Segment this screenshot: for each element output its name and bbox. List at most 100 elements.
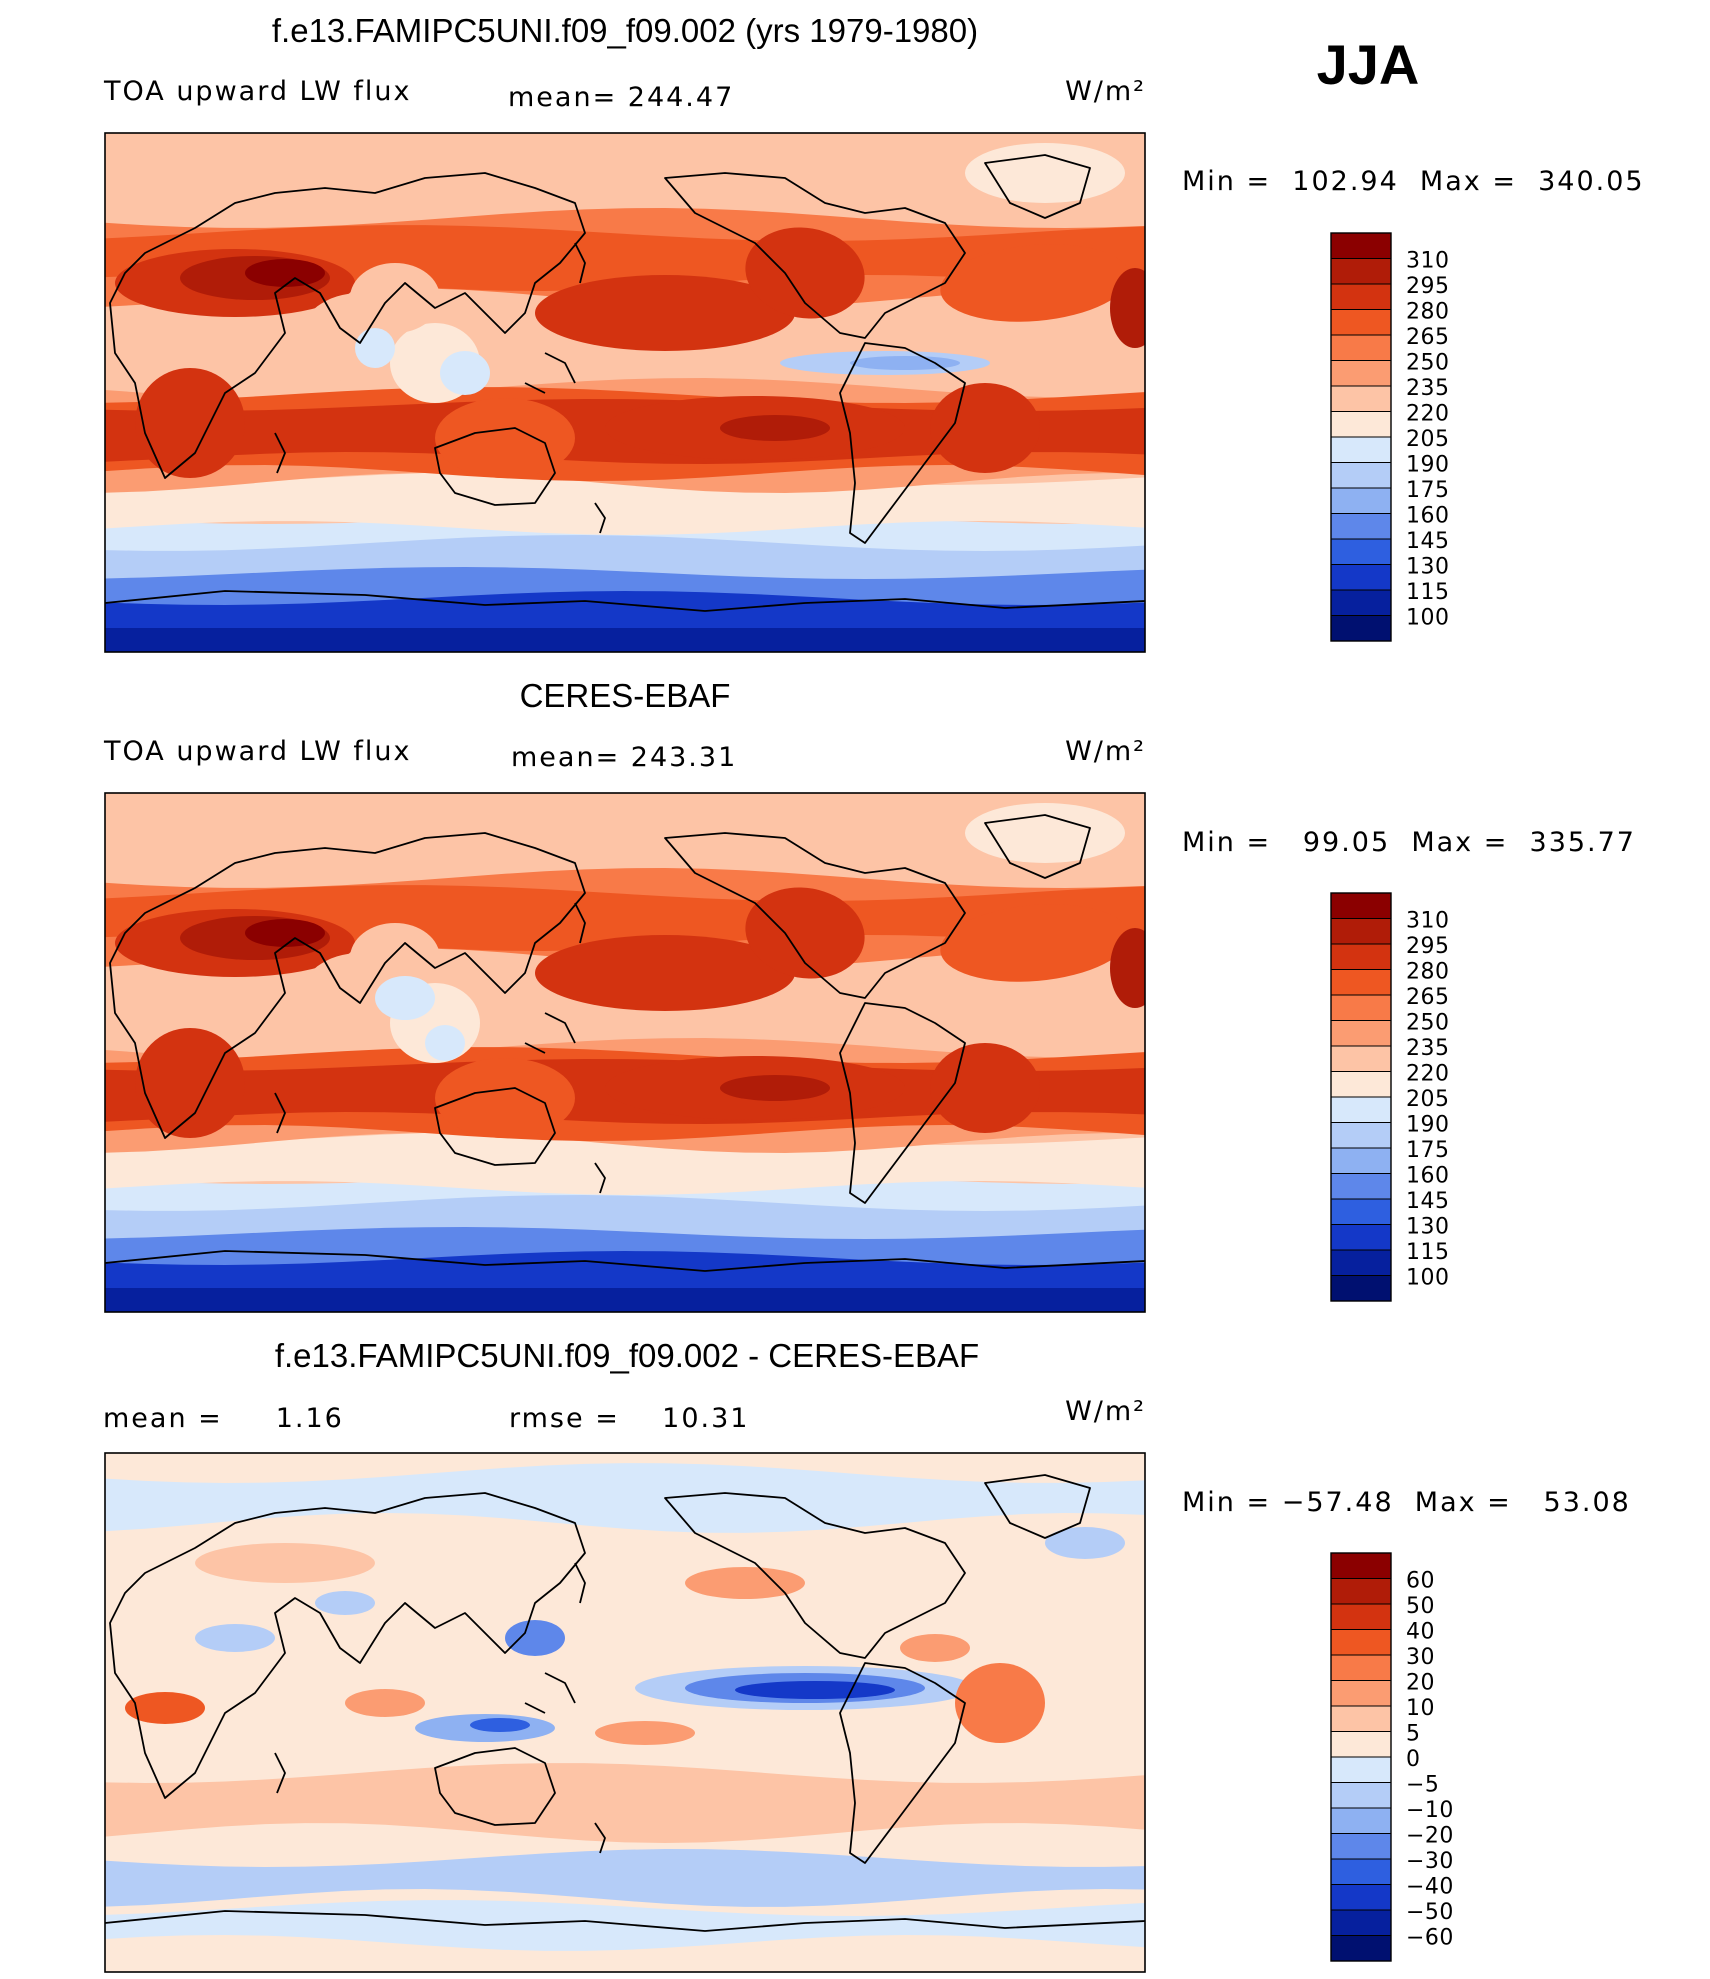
colorbar-swatch [1330,1147,1392,1174]
colorbar-tick-label: 175 [1406,1138,1450,1163]
colorbar-swatch [1330,1578,1392,1605]
coastline [109,832,586,1139]
colorbar-tick-label: 145 [1406,1189,1450,1214]
colorbar-swatch [1330,1833,1392,1860]
contour-region [135,368,245,478]
contour-region [345,1689,425,1717]
colorbar-swatch [1330,1756,1392,1783]
colorbar-tick-label: 235 [1406,376,1450,401]
colorbar-tick-label: 0 [1406,1747,1421,1772]
panel-2-min-max-label: Min = 99.05 Max = 335.77 [1182,827,1636,858]
colorbar-tick-label: 50 [1406,1594,1435,1619]
colorbar-tick-label: 40 [1406,1620,1435,1645]
contour-region [965,803,1125,863]
colorbar-tick-label: 265 [1406,985,1450,1010]
coastline [984,154,1091,219]
colorbar-1: 3102952802652502352202051901751601451301… [1330,232,1450,642]
colorbar-swatch [1330,258,1392,285]
colorbar-swatch [1330,1807,1392,1834]
colorbar-swatch [1330,1603,1392,1630]
contour-region [350,923,440,993]
contour-region [435,398,575,478]
colorbar-swatch [1330,943,1392,970]
panel-1-units-label: W/m² [1065,76,1146,107]
panel-2-units-label: W/m² [1065,736,1146,767]
colorbar-swatch [1330,462,1392,489]
coastline [574,242,586,284]
panel-1-title: f.e13.FAMIPC5UNI.f09_f09.002 (yrs 1979-1… [272,12,978,49]
colorbar-tick-label: 280 [1406,960,1450,985]
coastline [839,1002,966,1204]
colorbar-tick-label: 5 [1406,1722,1421,1747]
contour-region [375,976,435,1020]
colorbar-swatch [1330,360,1392,387]
colorbar-tick-label: 235 [1406,1036,1450,1061]
coastline [434,1747,556,1826]
colorbar-swatch [1330,1096,1392,1123]
colorbar-tick-label: 265 [1406,325,1450,350]
coastline [105,1250,1145,1272]
contour-region [930,383,1040,473]
colorbar-swatch [1330,994,1392,1021]
coastline [105,1910,1145,1932]
colorbar-tick-label: 30 [1406,1645,1435,1670]
contour-band [105,1463,1145,1533]
contour-region [355,328,395,368]
colorbar-tick-label: 310 [1406,909,1450,934]
contour-region [245,259,325,287]
colorbar-swatch [1330,538,1392,565]
colorbar-swatch [1330,1122,1392,1149]
colorbar-swatch [1330,1198,1392,1225]
colorbar-swatch [1330,1884,1392,1911]
colorbar-swatch [1330,385,1392,412]
colorbar-tick-label: 310 [1406,249,1450,274]
colorbar-swatch [1330,334,1392,361]
contour-region [720,1075,830,1101]
coastline [434,427,556,506]
contour-region [930,1043,1040,1133]
panel-1-min-max-label: Min = 102.94 Max = 340.05 [1182,166,1645,197]
coastline [105,590,1145,612]
coastline [524,1702,546,1714]
coastline [574,1562,586,1604]
coastline [984,1474,1091,1539]
colorbar-swatch [1330,615,1392,642]
colorbar-tick-label: 10 [1406,1696,1435,1721]
colorbar-swatch [1330,1731,1392,1758]
contour-region [1045,1527,1125,1559]
colorbar-tick-label: 220 [1406,402,1450,427]
panel-2-variable-label: TOA upward LW flux [103,736,412,767]
map-panel-2 [104,792,1146,1313]
coastline [524,1042,546,1054]
contour-region [720,415,830,441]
colorbar-tick-label: 220 [1406,1062,1450,1087]
coastline [274,1752,286,1794]
contour-region [435,1058,575,1138]
contour-region [735,1681,895,1699]
contour-region [940,904,1130,982]
coastline [594,502,606,534]
contour-region [900,1634,970,1662]
coastline [544,352,576,384]
contour-region [440,351,490,395]
colorbar-tick-label: 250 [1406,351,1450,376]
colorbar-tick-label: 100 [1406,606,1450,631]
contour-region [535,935,795,1011]
colorbar-tick-label: 190 [1406,453,1450,478]
contour-region [195,1543,375,1583]
colorbar-swatch [1330,564,1392,591]
colorbar-tick-label: 295 [1406,934,1450,959]
colorbar-swatch [1330,1249,1392,1276]
colorbar-swatch [1330,918,1392,945]
coastline [434,1087,556,1166]
panel-3-title: f.e13.FAMIPC5UNI.f09_f09.002 - CERES-EBA… [275,1337,979,1374]
map-panel-1 [104,132,1146,653]
colorbar-tick-label: 205 [1406,1087,1450,1112]
contour-region [535,275,795,351]
coastline [574,902,586,944]
colorbar-tick-label: 145 [1406,529,1450,554]
colorbar-tick-label: −20 [1406,1824,1454,1849]
panel-1-mean-label: mean= 244.47 [508,82,734,113]
colorbar-swatch [1330,1071,1392,1098]
